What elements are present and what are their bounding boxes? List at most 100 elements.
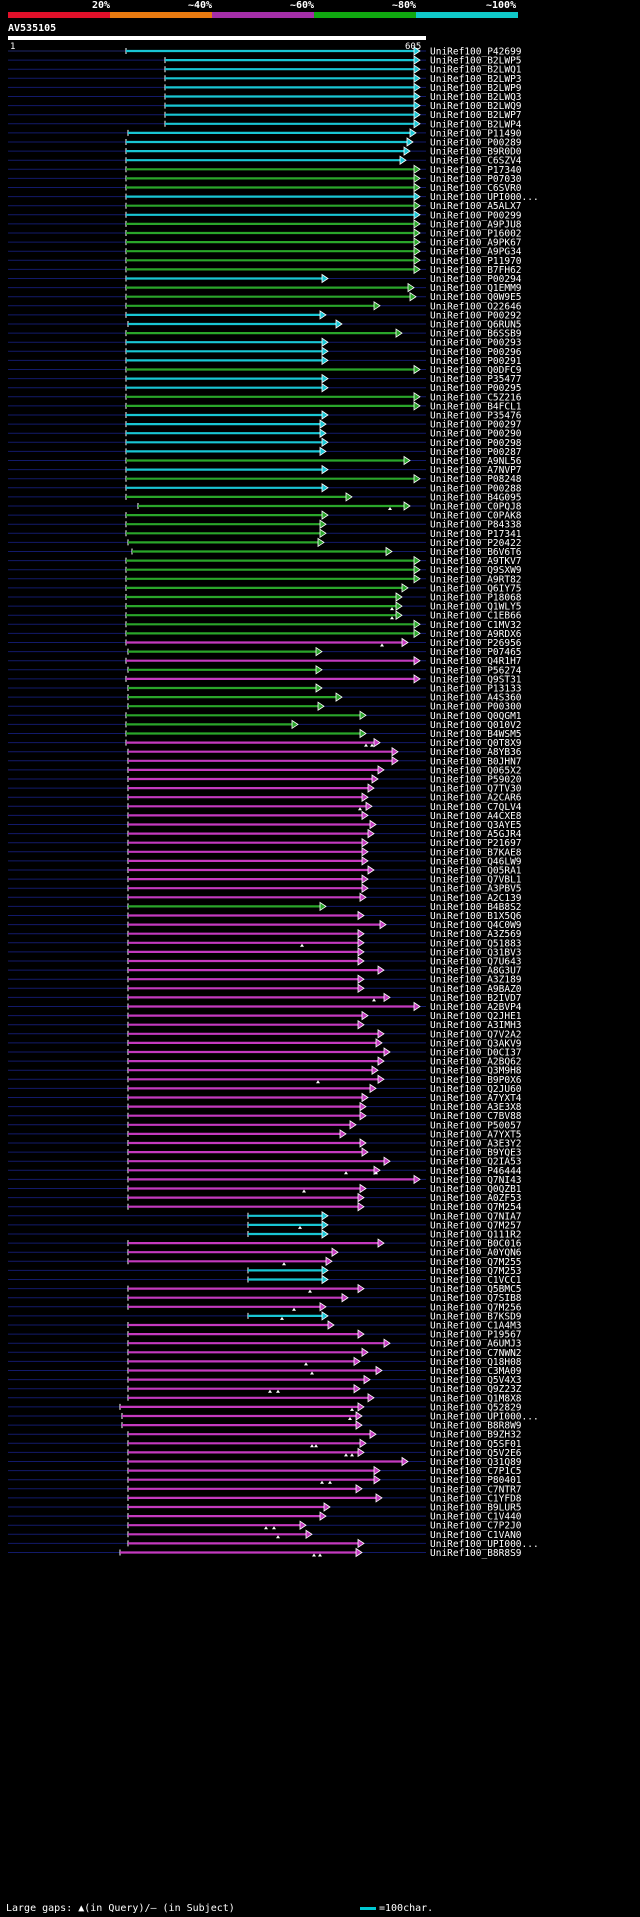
- hit-label: UniRef100_C6SVR0: [430, 183, 522, 194]
- hit-label: UniRef100_Q51883: [430, 938, 522, 949]
- hit-label: UniRef100_B2LWQ3: [430, 92, 522, 103]
- hit-label: UniRef100_C1VAN0: [430, 1530, 522, 1541]
- hit-arrowhead: [409, 128, 417, 138]
- gap-marker: [310, 1371, 314, 1375]
- hit-arrowhead: [321, 382, 329, 393]
- hit-arrowhead: [413, 364, 421, 375]
- hit-arrowhead: [413, 64, 421, 74]
- hit-label: UniRef100_P84338: [430, 520, 522, 531]
- gap-marker: [268, 1389, 272, 1393]
- hit-label: UniRef100_B4FCL1: [430, 401, 522, 412]
- hit-label: UniRef100_UPI000...: [430, 1412, 539, 1423]
- hit-arrowhead: [359, 1438, 367, 1449]
- hit-arrowhead: [361, 810, 369, 821]
- hit-label: UniRef100_Q7M256: [430, 1302, 522, 1313]
- hit-label: UniRef100_Q3AYE5: [430, 820, 522, 831]
- hit-label: UniRef100_Q7M255: [430, 1257, 522, 1268]
- hit-arrowhead: [355, 1411, 363, 1421]
- hit-label: UniRef100_A0ZF53: [430, 1193, 522, 1204]
- hit-arrowhead: [413, 82, 421, 93]
- hit-label: UniRef100_A9PJU8: [430, 219, 522, 230]
- hit-arrowhead: [367, 1393, 375, 1403]
- query-start: 1: [10, 42, 16, 52]
- hit-arrowhead: [357, 974, 365, 984]
- hit-label: UniRef100_P50057: [430, 1120, 522, 1131]
- gap-marker: [372, 998, 376, 1002]
- hit-arrowhead: [367, 865, 375, 875]
- query-id: AV535105: [8, 23, 57, 34]
- pct-label-80: ~80%: [392, 0, 417, 11]
- pct-label-20: 20%: [92, 0, 111, 11]
- hit-arrowhead: [357, 983, 365, 994]
- hit-label: UniRef100_Q9Z23Z: [430, 1384, 522, 1395]
- hit-arrowhead: [406, 137, 414, 147]
- hit-arrowhead: [317, 537, 325, 548]
- hit-label: UniRef100_Q7U643: [430, 957, 522, 968]
- hit-arrowhead: [401, 1456, 409, 1467]
- hit-arrowhead: [361, 1092, 369, 1103]
- hit-arrowhead: [413, 255, 421, 266]
- hit-arrowhead: [321, 437, 329, 448]
- hit-arrowhead: [391, 756, 399, 766]
- gap-marker: [312, 1553, 316, 1557]
- hit-arrowhead: [357, 956, 365, 966]
- hit-label: UniRef100_A3PBV5: [430, 884, 522, 895]
- hit-label: UniRef100_C7BV88: [430, 1111, 522, 1122]
- hit-label: UniRef100_C1YFD8: [430, 1493, 522, 1504]
- hit-label: UniRef100_P00296: [430, 347, 522, 358]
- hit-arrowhead: [373, 1474, 381, 1485]
- gap-marker: [314, 1444, 318, 1448]
- hit-label: UniRef100_Q0W9E5: [430, 292, 522, 303]
- hit-arrowhead: [319, 419, 327, 429]
- hit-arrowhead: [369, 1083, 377, 1094]
- hit-label: UniRef100_A9RT82: [430, 574, 522, 585]
- hit-arrowhead: [413, 109, 421, 120]
- hit-arrowhead: [413, 392, 421, 402]
- hit-label: UniRef100_D0CI37: [430, 1048, 522, 1059]
- hit-arrowhead: [383, 1156, 391, 1166]
- hit-label: UniRef100_Q3AKV9: [430, 1038, 522, 1049]
- hit-label: UniRef100_B2LWP5: [430, 56, 522, 67]
- hit-arrowhead: [413, 91, 421, 102]
- scale-legend: =100char.: [360, 1903, 433, 1914]
- hit-label: UniRef100_Q31BV3: [430, 947, 522, 958]
- hit-arrowhead: [321, 1220, 329, 1230]
- hit-label: UniRef100_P17340: [430, 165, 522, 176]
- hit-label: UniRef100_B2LWP7: [430, 110, 522, 121]
- hit-arrowhead: [413, 119, 421, 129]
- hit-label: UniRef100_A2BQ62: [430, 1057, 522, 1068]
- hit-arrowhead: [413, 182, 421, 193]
- hit-arrowhead: [319, 1302, 327, 1312]
- gap-marker: [344, 1171, 348, 1175]
- hit-arrowhead: [305, 1529, 313, 1540]
- pct-label-40: ~40%: [188, 0, 213, 11]
- hit-label: UniRef100_C5Z216: [430, 392, 522, 403]
- hit-arrowhead: [321, 273, 329, 284]
- hit-label: UniRef100_B0C016: [430, 1239, 522, 1250]
- scale-segment-green: [314, 12, 416, 18]
- hit-label: UniRef100_Q5V4X3: [430, 1375, 522, 1386]
- hit-label: UniRef100_P20422: [430, 538, 522, 549]
- hit-label: UniRef100_P00298: [430, 438, 522, 449]
- hit-arrowhead: [391, 746, 399, 757]
- hit-arrowhead: [377, 765, 385, 775]
- hit-arrowhead: [413, 555, 421, 566]
- hit-arrowhead: [383, 1047, 391, 1057]
- hit-label: UniRef100_A0YQN6: [430, 1248, 522, 1259]
- hit-label: UniRef100_Q3M9H8: [430, 1066, 522, 1077]
- hit-label: UniRef100_Q010V2: [430, 720, 522, 731]
- gap-marker: [264, 1526, 268, 1530]
- gap-marker: [298, 1225, 302, 1229]
- hit-label: UniRef100_Q0T8X9: [430, 738, 522, 749]
- hit-arrowhead: [413, 200, 421, 211]
- scale-segment-orange: [110, 12, 212, 18]
- hit-label: UniRef100_A2C139: [430, 893, 522, 904]
- hit-label: UniRef100_C0PQJ8: [430, 502, 522, 513]
- hit-label: UniRef100_B0JHN7: [430, 756, 522, 767]
- hit-label: UniRef100_P35477: [430, 374, 522, 385]
- gap-marker: [350, 1453, 354, 1457]
- hit-arrowhead: [315, 665, 323, 675]
- hit-arrowhead: [341, 1292, 349, 1303]
- hit-arrowhead: [395, 610, 403, 620]
- hit-label: UniRef100_A9TKV7: [430, 556, 522, 567]
